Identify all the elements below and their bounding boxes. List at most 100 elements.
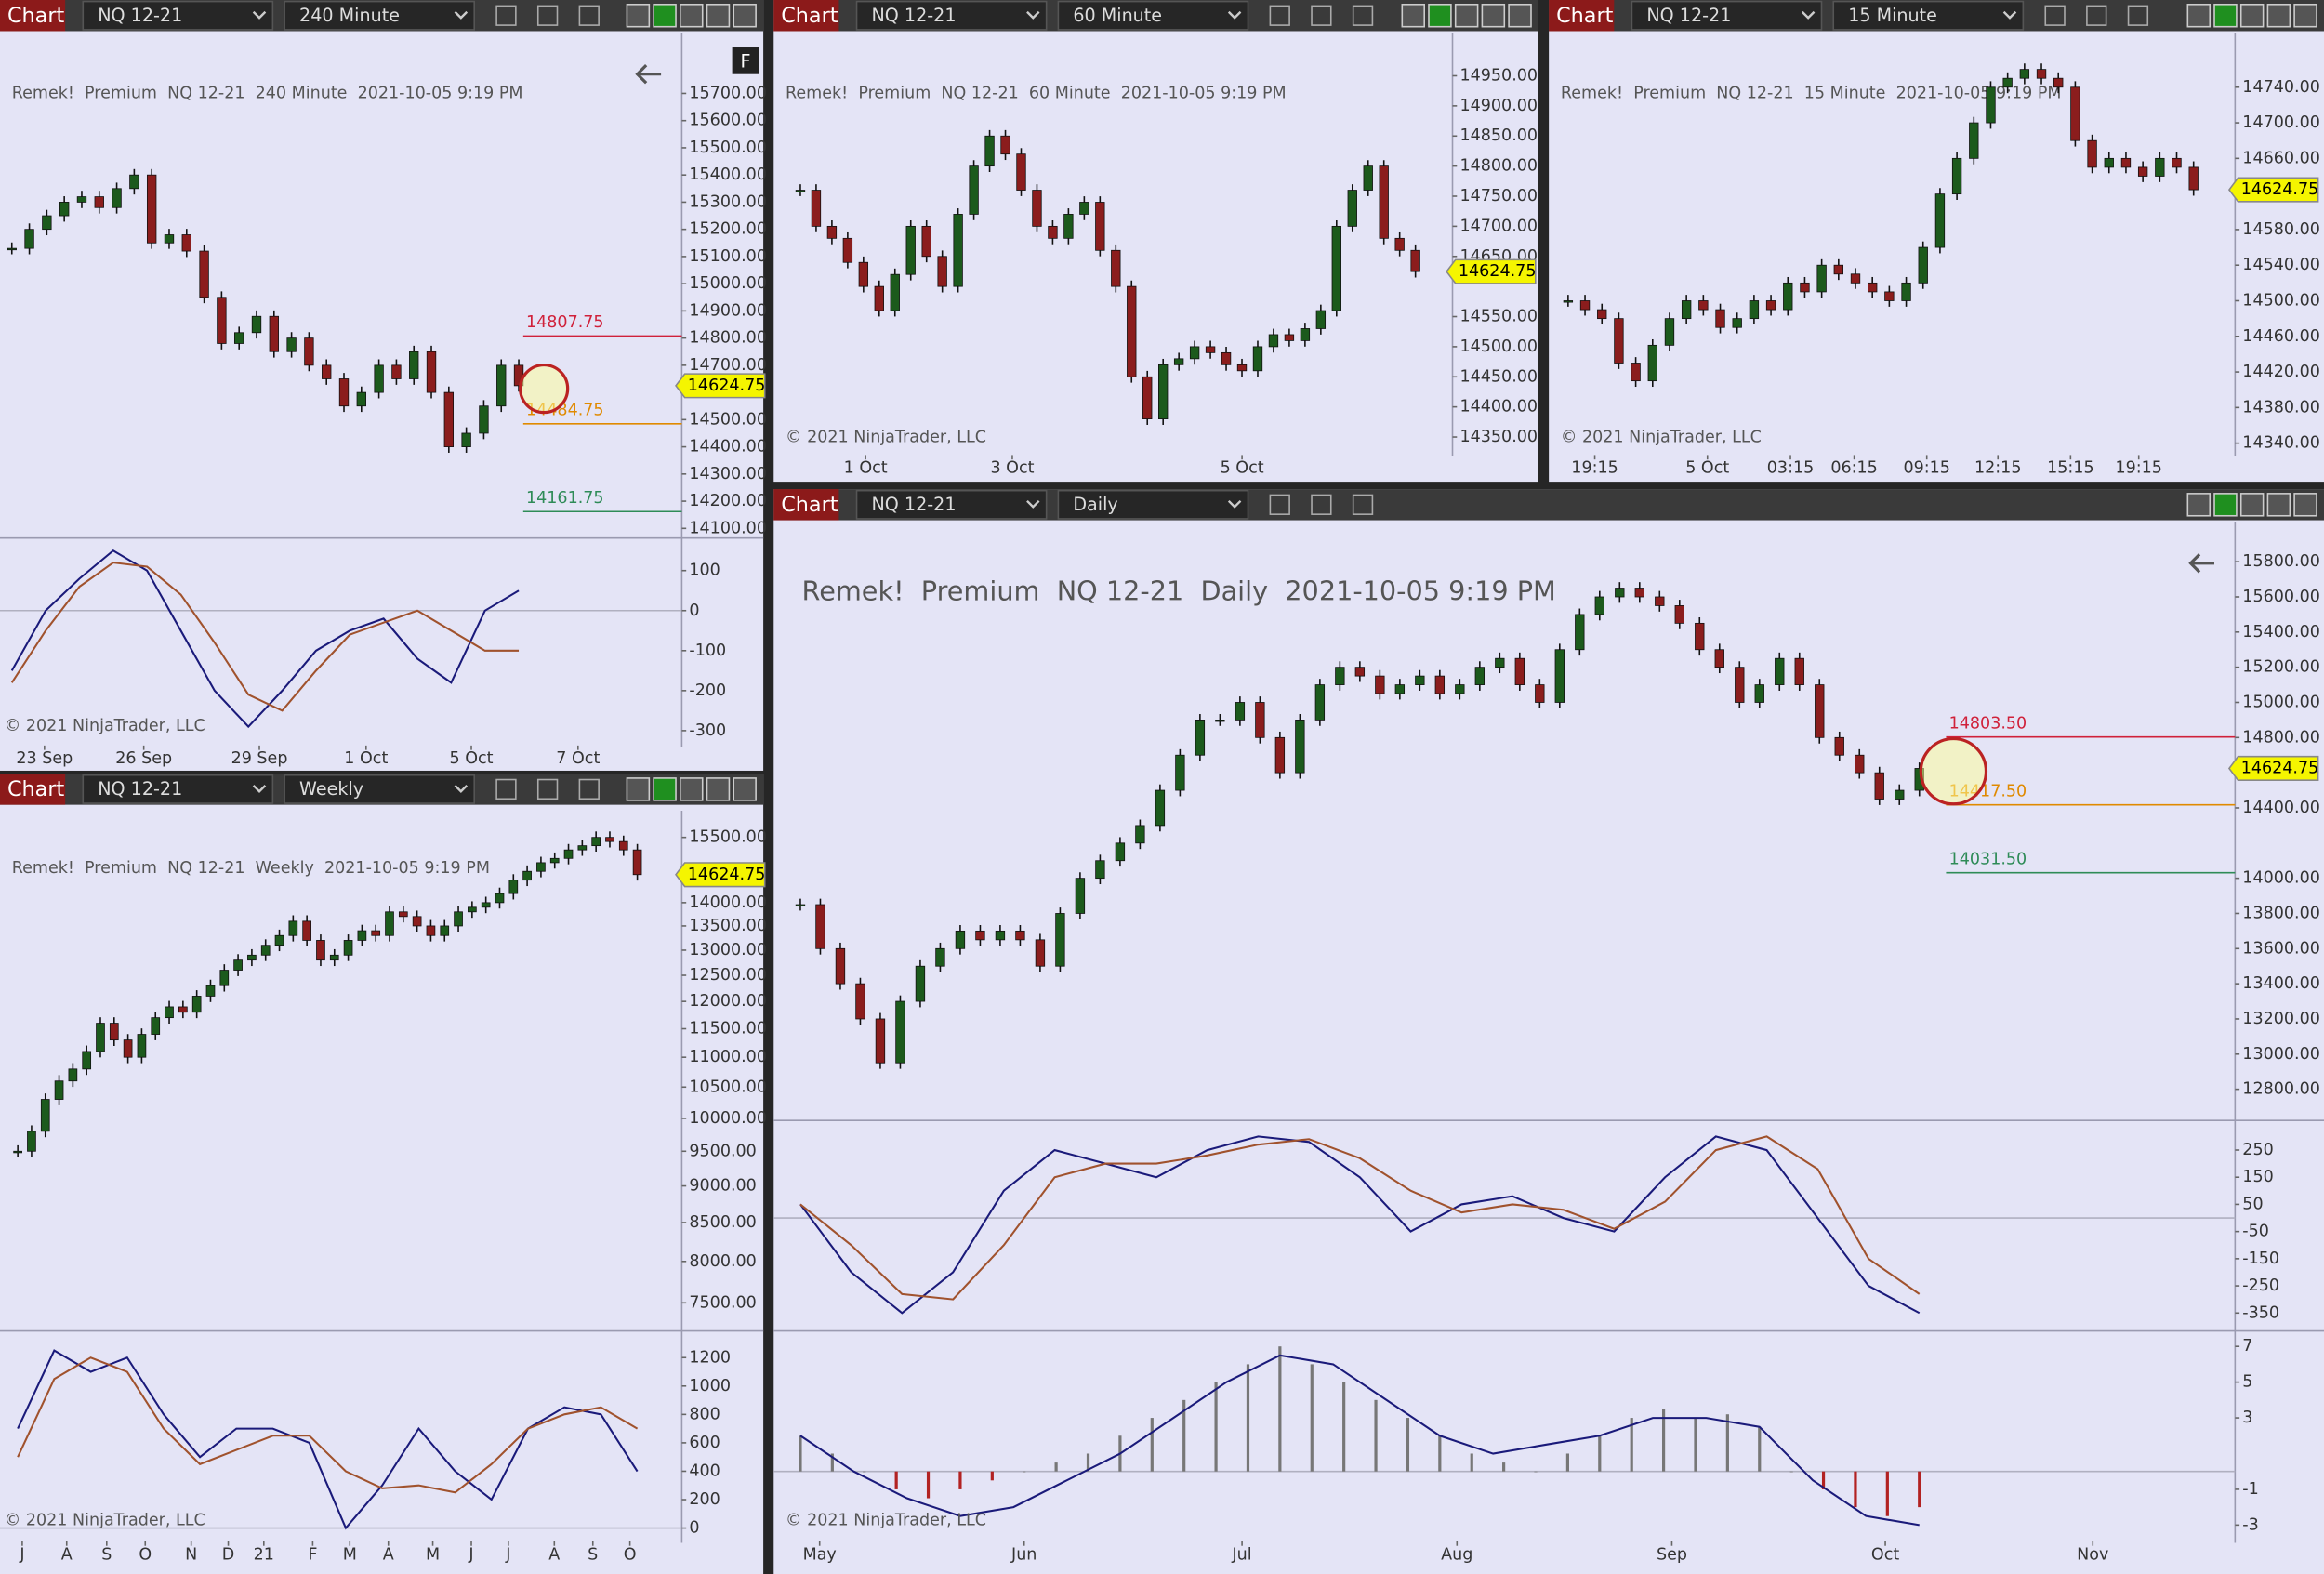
x-tick-label: A [383,1545,394,1564]
candle [251,315,262,334]
window-button[interactable] [1454,3,1479,28]
window-button[interactable] [733,777,757,801]
candle [1647,344,1657,382]
window-button[interactable] [1508,3,1532,28]
dropdown-chevron [1026,499,1040,509]
candle [605,837,614,842]
window-button[interactable] [680,3,704,28]
candle [82,1051,92,1070]
window-button[interactable] [733,3,757,28]
window-button[interactable] [1481,3,1506,28]
toolbar-icon[interactable] [536,778,559,800]
oscillator-line [10,562,520,712]
window-button[interactable] [2266,3,2291,28]
window-button[interactable] [2239,3,2265,28]
toolbar-icon[interactable] [1352,5,1374,26]
histogram-bar [958,1471,962,1489]
interval-dropdown[interactable] [284,774,476,804]
window-button[interactable] [680,777,704,801]
interval-dropdown[interactable] [284,0,476,31]
toolbar-icon[interactable] [1311,494,1332,515]
interval-dropdown[interactable] [1057,0,1249,31]
toolbar-icon[interactable] [2086,5,2107,26]
y-tick-label: 14000.00 [689,893,767,912]
candle [855,983,865,1020]
toolbar-icon[interactable] [536,5,559,26]
dropdown-chevron [1026,10,1040,20]
toolbar-icon[interactable] [1352,494,1374,515]
toolbar-icon[interactable] [1311,5,1332,26]
dropdown-chevron [1801,10,1816,20]
y-tick-label: 100 [689,562,720,580]
window-button[interactable] [1428,3,1452,28]
candle [165,1006,174,1019]
candle [1111,249,1121,287]
window-button[interactable] [2266,493,2291,517]
window-button[interactable] [2186,3,2212,28]
y-tick-label: -3 [2242,1515,2258,1534]
window-button[interactable] [1401,3,1426,28]
toolbar-icon[interactable] [2044,5,2066,26]
interval-dropdown[interactable] [1832,0,2025,31]
candle [1631,363,1641,382]
y-tick-label: 14900.00 [689,301,767,320]
candle [921,225,931,258]
toolbar-icon[interactable] [578,5,600,26]
window-button[interactable] [2293,493,2317,517]
y-tick-label: 14540.00 [2242,256,2320,274]
candle [811,190,822,227]
window-button[interactable] [706,777,731,801]
window-button[interactable] [653,3,677,28]
candle [1754,684,1764,703]
histogram-bar [1374,1399,1378,1472]
candle [1816,264,1827,293]
y-tick-label: 12800.00 [2242,1080,2320,1099]
toolbar-icon[interactable] [578,778,600,800]
corner-button[interactable] [732,47,759,74]
instrument-dropdown[interactable] [82,0,274,31]
y-tick-label: 15200.00 [689,220,767,239]
instrument-dropdown[interactable] [855,489,1048,520]
chart-tab[interactable] [773,489,839,521]
interval-label: Daily [1073,494,1117,515]
candle [1868,282,1878,293]
chart-tab[interactable] [1549,0,1615,32]
candle [905,225,916,275]
y-tick-label: 14750.00 [1459,187,1538,205]
chart-tab[interactable] [773,0,839,32]
toolbar-icon[interactable] [495,5,517,26]
window-button[interactable] [626,777,651,801]
toolbar-icon[interactable] [1269,494,1290,515]
window-button[interactable] [2293,3,2317,28]
level-label: 14807.75 [526,313,604,332]
candle [1063,214,1074,239]
candle [1681,300,1692,320]
toolbar-icon[interactable] [2127,5,2149,26]
interval-dropdown[interactable] [1057,489,1249,520]
candle [1375,675,1385,694]
window-button[interactable] [2239,493,2265,517]
y-tick-label: -100 [689,642,726,660]
toolbar-icon[interactable] [1269,5,1290,26]
chart-tab[interactable] [0,0,66,32]
x-tick-label: Aug [1441,1545,1472,1564]
instrument-dropdown[interactable] [855,0,1048,31]
candle [1535,684,1545,703]
window-button[interactable] [2213,3,2238,28]
candle [2070,86,2080,141]
window-button[interactable] [626,3,651,28]
instrument-dropdown[interactable] [82,774,274,804]
window-button[interactable] [653,777,677,801]
toolbar-icon[interactable] [495,778,517,800]
window-button[interactable] [2186,493,2212,517]
candle [302,920,311,941]
candle [2172,157,2182,168]
chart-tab[interactable] [0,774,66,805]
window-button[interactable] [2213,493,2238,517]
candle [109,1023,119,1041]
window-button[interactable] [706,3,731,28]
candle [975,930,985,941]
interval-label: Weekly [299,778,363,800]
instrument-dropdown[interactable] [1631,0,1823,31]
candle [1015,930,1025,941]
